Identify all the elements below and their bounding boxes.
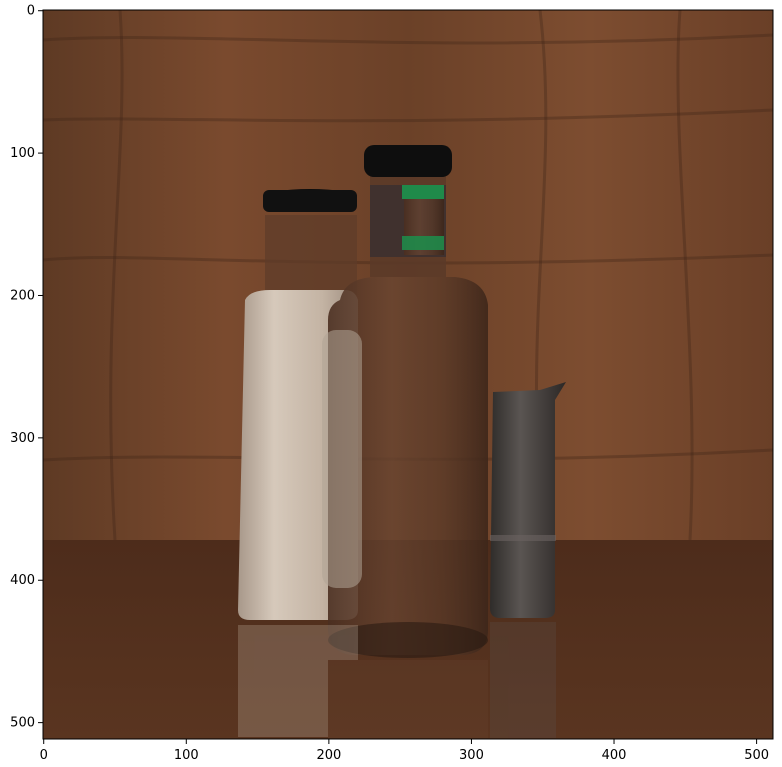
x-tick-label: 200 [316,748,341,763]
y-tick-label: 200 [10,288,35,303]
metal-jug [490,382,566,618]
x-tick-label: 100 [174,748,199,763]
x-axis: 0 100 200 300 400 500 [40,739,769,763]
x-tick-label: 400 [602,748,627,763]
x-tick-label: 500 [744,748,769,763]
x-tick-label: 300 [459,748,484,763]
y-tick-label: 300 [10,431,35,446]
y-tick-label: 100 [10,146,35,161]
table-reflections [238,622,556,738]
y-axis: 0 100 200 300 400 500 [10,4,43,731]
y-tick-label: 400 [10,573,35,588]
y-tick-label: 0 [27,4,35,19]
glass-bottle [322,145,488,658]
photo [43,10,773,739]
x-tick-label: 0 [40,748,48,763]
y-tick-label: 500 [10,716,35,731]
axes-frame [42,9,774,740]
